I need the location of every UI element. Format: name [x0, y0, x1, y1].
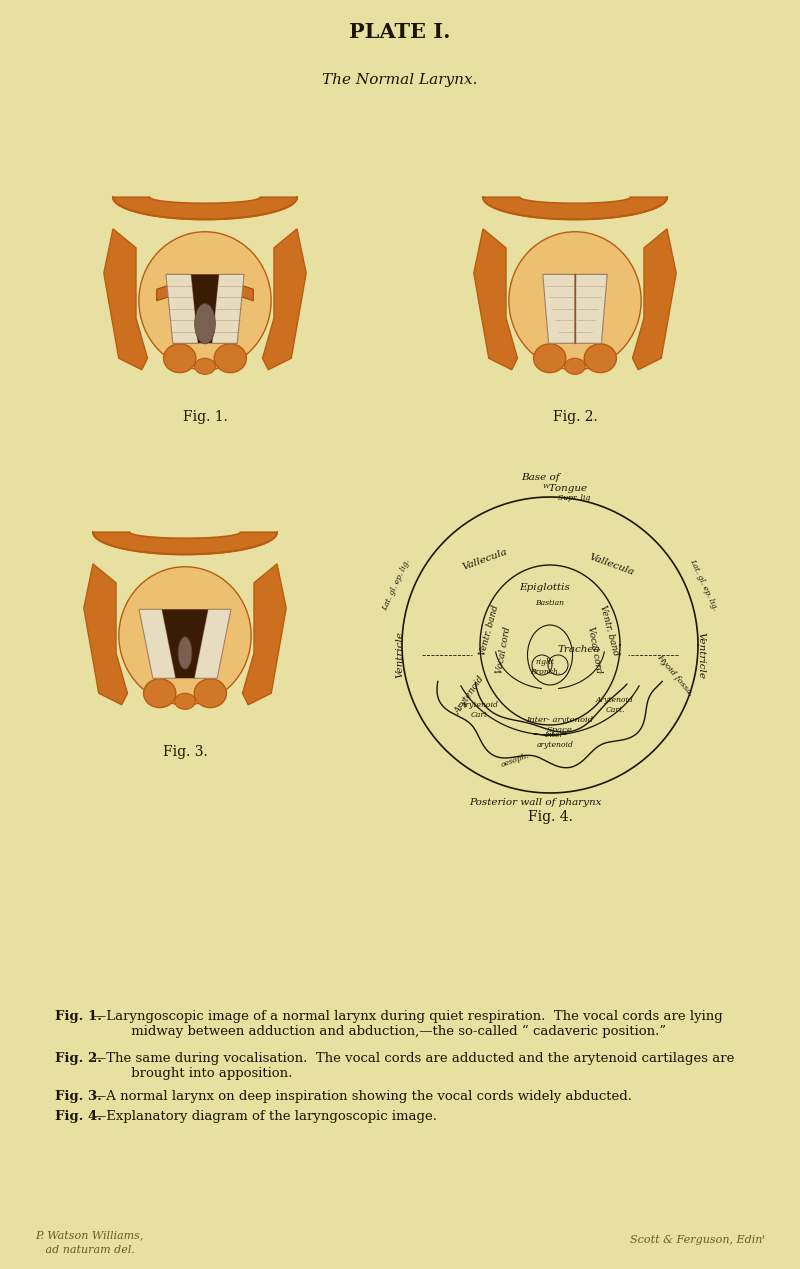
Text: Fig. 2.: Fig. 2.: [55, 1052, 102, 1065]
Polygon shape: [162, 609, 208, 679]
Ellipse shape: [163, 344, 196, 373]
Ellipse shape: [214, 344, 246, 373]
Ellipse shape: [194, 358, 215, 374]
Text: Arytenoid
Cart.: Arytenoid Cart.: [596, 697, 634, 713]
Text: Fig. 4.: Fig. 4.: [55, 1110, 102, 1123]
Ellipse shape: [509, 232, 641, 369]
Text: Fig. 1.: Fig. 1.: [55, 1010, 102, 1023]
Polygon shape: [633, 228, 676, 369]
Text: Scott & Ferguson, Edinᵗ: Scott & Ferguson, Edinᵗ: [630, 1235, 765, 1245]
Text: —The same during vocalisation.  The vocal cords are adducted and the arytenoid c: —The same during vocalisation. The vocal…: [93, 1052, 734, 1080]
Text: P. Watson Williams,: P. Watson Williams,: [35, 1230, 143, 1240]
Ellipse shape: [584, 344, 616, 373]
Ellipse shape: [178, 637, 192, 669]
Text: Arytenoid: Arytenoid: [454, 674, 486, 716]
Polygon shape: [483, 197, 667, 220]
Polygon shape: [242, 563, 286, 704]
Ellipse shape: [174, 693, 195, 709]
Polygon shape: [84, 563, 127, 704]
Text: Base of: Base of: [521, 473, 559, 482]
Ellipse shape: [194, 679, 226, 708]
Polygon shape: [191, 274, 219, 344]
Text: Lat. gl. ep. lig.: Lat. gl. ep. lig.: [381, 558, 412, 612]
Text: Hyoid fossa.: Hyoid fossa.: [655, 652, 694, 698]
Circle shape: [390, 485, 710, 805]
Polygon shape: [157, 278, 191, 301]
Text: Posterior wall of pharynx: Posterior wall of pharynx: [469, 798, 602, 807]
Text: Trachea: Trachea: [558, 646, 601, 655]
Text: —Laryngoscopic image of a normal larynx during quiet respiration.  The vocal cor: —Laryngoscopic image of a normal larynx …: [93, 1010, 722, 1038]
Polygon shape: [113, 197, 297, 220]
Text: Epiglottis: Epiglottis: [519, 582, 570, 591]
Polygon shape: [262, 228, 306, 369]
Text: Vallecula: Vallecula: [462, 548, 509, 572]
Ellipse shape: [565, 358, 586, 374]
Text: Vocal cord: Vocal cord: [586, 626, 603, 674]
Text: Supr. lig: Supr. lig: [558, 494, 590, 503]
Text: Fig. 4.: Fig. 4.: [527, 810, 573, 824]
Text: Ventr. band: Ventr. band: [598, 604, 620, 656]
Ellipse shape: [534, 344, 566, 373]
Polygon shape: [166, 274, 198, 344]
Polygon shape: [93, 532, 277, 555]
Text: Ventr. band: Ventr. band: [478, 604, 500, 656]
Text: PLATE I.: PLATE I.: [350, 22, 450, 42]
Ellipse shape: [194, 303, 215, 344]
Text: Bastian: Bastian: [535, 599, 565, 607]
Polygon shape: [139, 609, 176, 679]
Text: The Normal Larynx.: The Normal Larynx.: [322, 74, 478, 88]
Text: Fig. 3.: Fig. 3.: [162, 745, 207, 759]
Text: —A normal larynx on deep inspiration showing the vocal cords widely abducted.: —A normal larynx on deep inspiration sho…: [93, 1090, 632, 1103]
Text: Lat. gl. ep. lig.: Lat. gl. ep. lig.: [688, 558, 719, 612]
Text: ᵂTongue: ᵂTongue: [542, 483, 587, 492]
Text: Inter-
arytenoid: Inter- arytenoid: [537, 731, 574, 749]
Ellipse shape: [119, 567, 251, 704]
Text: Fig. 3.: Fig. 3.: [55, 1090, 102, 1103]
Polygon shape: [194, 609, 231, 679]
Polygon shape: [474, 228, 518, 369]
Ellipse shape: [139, 232, 271, 369]
Text: —Explanatory diagram of the laryngoscopic image.: —Explanatory diagram of the laryngoscopi…: [93, 1110, 437, 1123]
Text: oesoph.: oesoph.: [500, 751, 530, 769]
Text: Vallecula: Vallecula: [588, 553, 636, 577]
Text: Ventricle: Ventricle: [395, 632, 404, 679]
Text: Fig. 1.: Fig. 1.: [182, 410, 227, 424]
Text: Vocal cord: Vocal cord: [495, 626, 512, 674]
Polygon shape: [542, 274, 575, 344]
Polygon shape: [212, 274, 244, 344]
Text: right
Bronch.: right Bronch.: [530, 659, 560, 675]
Text: Arytenoid
Cart.: Arytenoid Cart.: [461, 702, 499, 718]
Text: Ventricle: Ventricle: [696, 632, 705, 679]
Ellipse shape: [144, 679, 176, 708]
Text: Fig. 2.: Fig. 2.: [553, 410, 598, 424]
Text: ad naturam del.: ad naturam del.: [35, 1245, 135, 1255]
Polygon shape: [575, 274, 607, 344]
Polygon shape: [104, 228, 147, 369]
Text: Inter- arytenoid
Space: Inter- arytenoid Space: [526, 717, 594, 733]
Polygon shape: [219, 278, 254, 301]
